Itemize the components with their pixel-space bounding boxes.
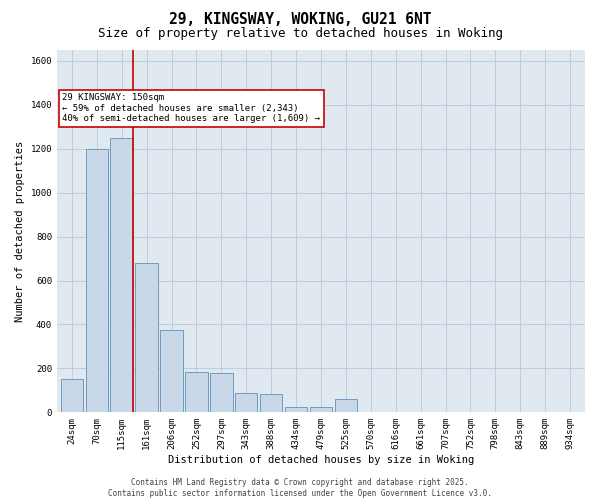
Bar xyxy=(210,373,233,412)
Bar xyxy=(185,372,208,412)
Text: 29 KINGSWAY: 150sqm
← 59% of detached houses are smaller (2,343)
40% of semi-det: 29 KINGSWAY: 150sqm ← 59% of detached ho… xyxy=(62,94,320,124)
Text: Contains HM Land Registry data © Crown copyright and database right 2025.
Contai: Contains HM Land Registry data © Crown c… xyxy=(108,478,492,498)
Text: Size of property relative to detached houses in Woking: Size of property relative to detached ho… xyxy=(97,28,503,40)
Bar xyxy=(260,394,283,412)
Text: 29, KINGSWAY, WOKING, GU21 6NT: 29, KINGSWAY, WOKING, GU21 6NT xyxy=(169,12,431,28)
Bar xyxy=(335,399,357,412)
Bar xyxy=(110,138,133,412)
Bar xyxy=(160,330,183,412)
X-axis label: Distribution of detached houses by size in Woking: Distribution of detached houses by size … xyxy=(168,455,474,465)
Bar xyxy=(86,149,108,412)
Y-axis label: Number of detached properties: Number of detached properties xyxy=(15,140,25,322)
Bar xyxy=(136,263,158,412)
Bar xyxy=(235,392,257,412)
Bar xyxy=(61,380,83,412)
Bar xyxy=(310,407,332,412)
Bar xyxy=(285,407,307,412)
